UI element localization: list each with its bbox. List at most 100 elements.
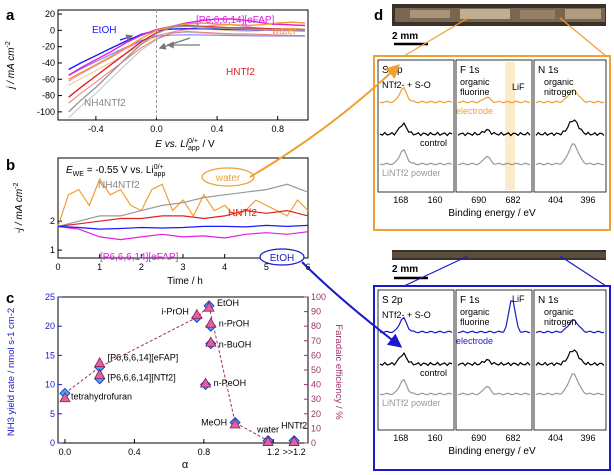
connector-top-left [403,17,469,57]
label-a-etoh: EtOH [92,25,116,36]
b-xtick-label: 0 [55,262,60,272]
xps-anno-n-org-1: organic [544,307,574,317]
c-ytick-left-label: 15 [45,350,55,360]
xps-trace-label-electrode: electrode [456,336,493,346]
xps-trace-control [457,128,531,137]
xps-xlabel: Binding energy / eV [448,208,536,219]
connector-bottom-left [403,255,469,287]
xps-trace-electrode [457,96,531,104]
xps-trace-powder [535,143,605,166]
panel-letter-d: d [374,7,383,24]
xps-trace-electrode [535,89,605,104]
xps-xtick-label: 396 [580,433,595,443]
a-ytick-label: -80 [42,91,55,101]
electrode-photo-bottom [392,250,606,260]
b-series-hntf2 [57,209,309,227]
c-fe-point-water [262,435,274,446]
panel-b-ylabel: -j / mA cm-2 [13,182,25,233]
xps-box-top [373,55,611,231]
c-fe-point-n-proh [205,317,217,328]
b-series-p6-6-6-14-efap [57,225,309,241]
xps-trace-label-electrode: electrode [456,106,493,116]
c-fe-point-tetrahydrofuran [59,391,71,403]
scale-bar-top-label: 2 mm [392,31,418,42]
xps-trace-electrode [379,316,453,334]
xps-trace-label-control: control [420,368,447,378]
xps-xtick-label: 396 [580,195,595,205]
a-series-return-nh4ntf2 [68,31,306,119]
xps-xtick-label: 682 [505,433,520,443]
xps-header: N 1s [538,295,559,306]
xps-xlabel: Binding energy / eV [448,446,536,457]
c-xtick-label: >>1.2 [283,447,306,457]
panel-d: d 2 mm S 2p 168 160 F 1s 690 682 N 1s 404 396 NTf… [373,4,611,471]
c-point-label-i-proh: i-PrOH [161,307,189,317]
xps-trace-control [535,349,605,367]
xps-trace-label-powder: LiNTf2 powder [382,398,441,408]
c-ytick-left-label: 25 [45,292,55,302]
a-series-return-water [68,27,306,86]
xps-xtick-label: 160 [427,433,442,443]
xps-anno-f-org-1: organic [460,77,490,87]
scale-bar-bottom-label: 2 mm [392,264,418,275]
panel-c-xlabel: α [182,459,189,471]
c-fe-point-hntf2 [288,435,300,446]
label-a-nh4: NH4NTf2 [84,98,126,109]
a-xtick-label: 0.4 [211,124,224,134]
xps-trace-powder [379,148,453,166]
a-ytick-label: -20 [42,42,55,52]
b-series-nh4ntf2 [57,183,309,227]
c-ytick-left-label: 20 [45,321,55,331]
c-ytick-right-label: 30 [311,394,321,404]
c-xtick-label: 0.4 [128,447,141,457]
c-xtick-label: 0.8 [198,447,211,457]
label-b-nh4: NH4NTf2 [98,180,140,191]
xps-xtick-label: 690 [471,433,486,443]
a-ytick-label: -100 [37,107,55,117]
label-a-hntf2: HNTf2 [226,67,255,78]
xps-trace-label-powder: LiNTf2 powder [382,168,441,178]
xps-subpanel-1 [455,289,533,431]
label-b-il: [P6,6,6,14][eFAP] [100,252,179,263]
arrow-a-1 [158,37,191,50]
c-fe-point-p6-6-6-14-ntf2 [93,368,106,379]
c-point-label-hntf2: HNTf2 [281,421,307,431]
label-b-etoh: EtOH [270,253,294,264]
c-ytick-right-label: 40 [311,380,321,390]
xps-trace-powder [535,373,605,396]
xps-subpanel-1 [455,59,533,193]
panel-c-frame [57,296,309,444]
c-point-label-n-buoh: n-BuOH [219,339,252,349]
c-fe-point-n-buoh [205,336,217,347]
xps-subpanel-2 [533,289,607,431]
xps-anno-f-lif: LiF [512,294,525,304]
a-xtick-label: 0.0 [150,124,163,134]
c-fe-point-n-peoh [199,377,212,388]
a-xtick-label: 0.8 [271,124,284,134]
panel-c-yticks-right: 0 10 20 30 40 50 60 70 80 90 100 [304,292,326,448]
xps-trace-control [457,358,531,367]
panel-letter-c: c [6,290,14,307]
panel-c-ylabel-right: Faradaic efficiency / % [333,324,344,420]
b-xtick-label: 4 [222,262,227,272]
electrode-photo-top [392,4,606,48]
panel-b: b EWE = -0.55 V vs. Li0/+ app -j / mA cm-… [6,157,311,287]
panel-a-yticks: 20 0 -20 -40 -60 -80 -100 [37,9,62,117]
xps-anno-s-species: NTf2- + S-O [382,80,431,90]
xps-trace-electrode [379,86,453,104]
c-point-label-n-proh: n-PrOH [219,318,250,328]
xps-header: N 1s [538,65,559,76]
b-ytick-label: 2 [50,216,55,226]
a-series-nh4ntf2 [68,25,306,113]
c-point-label-p6-6-6-14-ntf2: [P6,6,6,14][NTf2] [108,372,176,382]
panel-a-xlabel: E vs. Li0/+ app / V [155,138,215,152]
xps-xtick-label: 168 [393,195,408,205]
lif-highlight-band [505,62,515,190]
c-fe-point-i-proh [191,308,203,319]
c-ytick-right-label: 100 [311,292,326,302]
a-series-water [68,21,306,80]
c-fe-point-meoh [229,418,241,429]
xps-subpanel-0 [377,289,455,431]
c-fe-point-p6-6-6-14-efap [93,356,106,368]
xps-xtick-label: 168 [393,433,408,443]
